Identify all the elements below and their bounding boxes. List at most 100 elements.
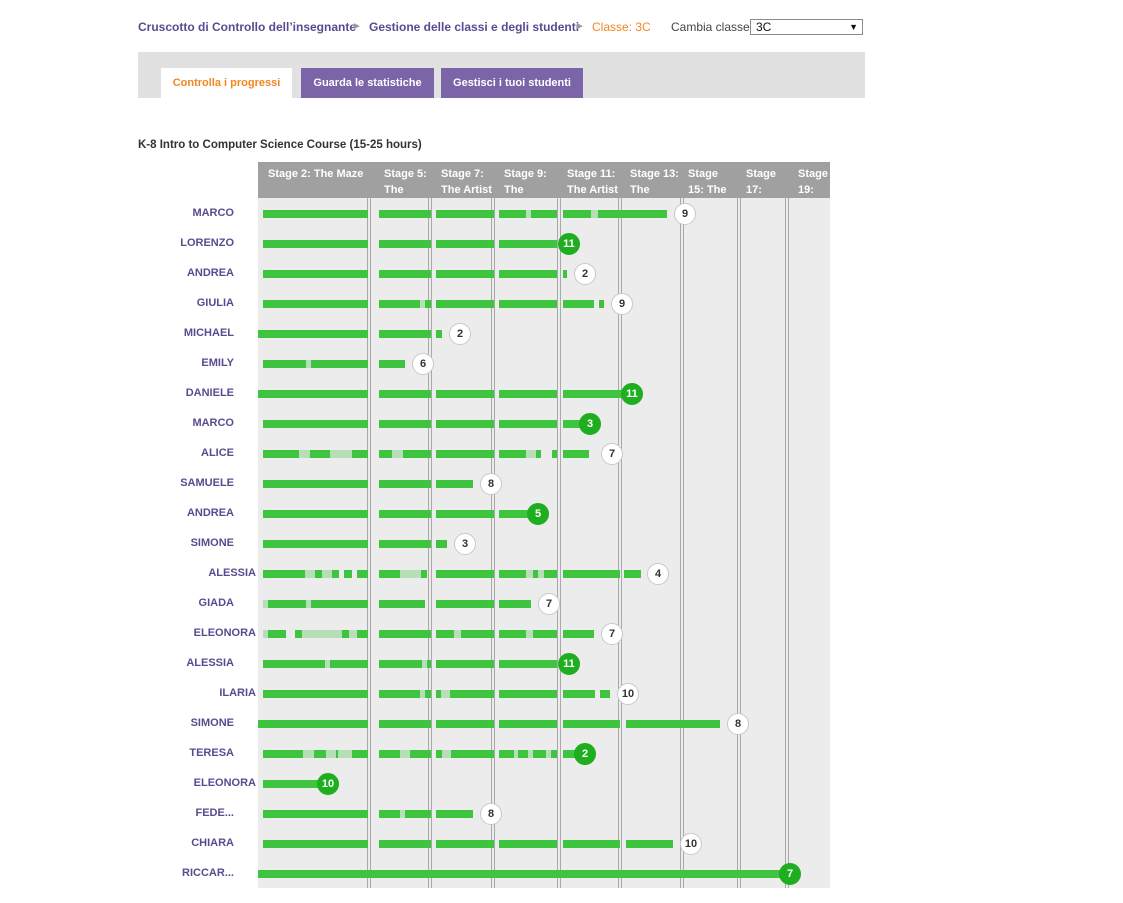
level-progress-segment[interactable]	[436, 330, 442, 338]
level-progress-segment[interactable]	[379, 630, 431, 638]
level-progress-segment[interactable]	[461, 630, 494, 638]
level-progress-segment[interactable]	[410, 750, 431, 758]
level-progress-segment[interactable]	[536, 450, 541, 458]
level-progress-segment[interactable]	[332, 570, 339, 578]
student-name-link[interactable]: TERESA	[189, 747, 234, 759]
level-progress-segment[interactable]	[436, 690, 441, 698]
level-progress-segment[interactable]	[400, 570, 421, 578]
level-progress-segment[interactable]	[263, 540, 368, 548]
level-progress-segment[interactable]	[357, 630, 368, 638]
stage-header[interactable]: Stage 9: The	[504, 168, 547, 196]
level-progress-segment[interactable]	[436, 600, 494, 608]
level-progress-segment[interactable]	[330, 660, 368, 668]
level-progress-segment[interactable]	[379, 360, 405, 368]
level-progress-segment[interactable]	[263, 750, 303, 758]
level-progress-segment[interactable]	[425, 300, 431, 308]
level-progress-segment[interactable]	[598, 210, 667, 218]
level-progress-segment[interactable]	[263, 780, 321, 788]
student-name-link[interactable]: CHIARA	[191, 837, 234, 849]
stage-header[interactable]: Stage 5: The	[384, 168, 427, 196]
student-name-link[interactable]: MARCO	[192, 417, 234, 429]
level-progress-segment[interactable]	[499, 630, 526, 638]
level-progress-segment[interactable]	[499, 720, 557, 728]
tab-manage-students[interactable]: Gestisci i tuoi studenti	[441, 68, 583, 98]
level-progress-segment[interactable]	[544, 570, 557, 578]
level-progress-segment[interactable]	[552, 450, 557, 458]
level-progress-segment[interactable]	[499, 600, 531, 608]
level-progress-segment[interactable]	[379, 660, 422, 668]
level-progress-segment[interactable]	[436, 300, 494, 308]
level-progress-segment[interactable]	[303, 750, 314, 758]
level-progress-segment[interactable]	[499, 660, 557, 668]
level-progress-segment[interactable]	[325, 660, 330, 668]
level-progress-segment[interactable]	[442, 750, 451, 758]
student-name-link[interactable]: EMILY	[201, 357, 234, 369]
level-progress-segment[interactable]	[526, 570, 533, 578]
level-progress-segment[interactable]	[436, 480, 473, 488]
student-name-link[interactable]: ANDREA	[186, 507, 234, 519]
level-progress-segment[interactable]	[392, 450, 403, 458]
breadcrumb-dashboard-link[interactable]: Cruscotto di Controllo dell’insegnante	[138, 20, 357, 34]
level-progress-segment[interactable]	[263, 600, 268, 608]
level-progress-segment[interactable]	[352, 750, 368, 758]
level-progress-segment[interactable]	[263, 840, 368, 848]
level-progress-segment[interactable]	[263, 630, 268, 638]
current-level-badge[interactable]: 8	[480, 803, 502, 825]
level-progress-segment[interactable]	[563, 570, 620, 578]
student-name-link[interactable]: ELEONORA	[193, 777, 256, 789]
student-name-link[interactable]: MICHAEL	[183, 327, 234, 339]
current-level-badge[interactable]: 2	[574, 743, 596, 765]
level-progress-segment[interactable]	[499, 390, 557, 398]
level-progress-segment[interactable]	[538, 570, 544, 578]
level-progress-segment[interactable]	[405, 810, 431, 818]
level-progress-segment[interactable]	[379, 300, 420, 308]
level-progress-segment[interactable]	[436, 660, 494, 668]
stage-header[interactable]: Stage 13: The	[630, 168, 679, 196]
level-progress-segment[interactable]	[436, 450, 494, 458]
level-progress-segment[interactable]	[263, 240, 368, 248]
level-progress-segment[interactable]	[436, 210, 494, 218]
level-progress-segment[interactable]	[499, 420, 557, 428]
level-progress-segment[interactable]	[379, 840, 431, 848]
student-name-link[interactable]: GIULIA	[196, 297, 234, 309]
level-progress-segment[interactable]	[403, 450, 431, 458]
level-progress-segment[interactable]	[421, 570, 427, 578]
student-name-link[interactable]: ALESSIA	[208, 567, 256, 579]
level-progress-segment[interactable]	[499, 750, 514, 758]
stage-header[interactable]: Stage 7: The Artist	[441, 168, 492, 196]
level-progress-segment[interactable]	[400, 750, 410, 758]
level-progress-segment[interactable]	[526, 210, 531, 218]
level-progress-segment[interactable]	[263, 510, 368, 518]
student-name-link[interactable]: SIMONE	[190, 537, 234, 549]
level-progress-segment[interactable]	[299, 450, 310, 458]
level-progress-segment[interactable]	[441, 690, 450, 698]
stage-header[interactable]: Stage 11: The Artist	[567, 168, 618, 196]
current-level-badge[interactable]: 11	[558, 653, 580, 675]
level-progress-segment[interactable]	[263, 690, 368, 698]
level-progress-segment[interactable]	[436, 540, 447, 548]
level-progress-segment[interactable]	[499, 840, 557, 848]
level-progress-segment[interactable]	[563, 450, 589, 458]
level-progress-segment[interactable]	[379, 330, 431, 338]
level-progress-segment[interactable]	[420, 690, 425, 698]
student-name-link[interactable]: SIMONE	[190, 717, 234, 729]
student-name-link[interactable]: SAMUELE	[180, 477, 234, 489]
level-progress-segment[interactable]	[436, 630, 454, 638]
level-progress-segment[interactable]	[263, 660, 325, 668]
level-progress-segment[interactable]	[379, 270, 431, 278]
level-progress-segment[interactable]	[268, 600, 306, 608]
level-progress-segment[interactable]	[427, 660, 431, 668]
student-name-link[interactable]: ILARIA	[219, 687, 256, 699]
level-progress-segment[interactable]	[263, 480, 368, 488]
level-progress-segment[interactable]	[302, 630, 342, 638]
level-progress-segment[interactable]	[563, 630, 594, 638]
student-name-link[interactable]: MARCO	[192, 207, 234, 219]
current-level-badge[interactable]: 9	[674, 203, 696, 225]
current-level-badge[interactable]: 11	[558, 233, 580, 255]
current-level-badge[interactable]: 10	[317, 773, 339, 795]
level-progress-segment[interactable]	[436, 720, 494, 728]
level-progress-segment[interactable]	[436, 810, 473, 818]
level-progress-segment[interactable]	[379, 510, 431, 518]
student-name-link[interactable]: RICCAR...	[182, 867, 234, 879]
level-progress-segment[interactable]	[305, 570, 315, 578]
